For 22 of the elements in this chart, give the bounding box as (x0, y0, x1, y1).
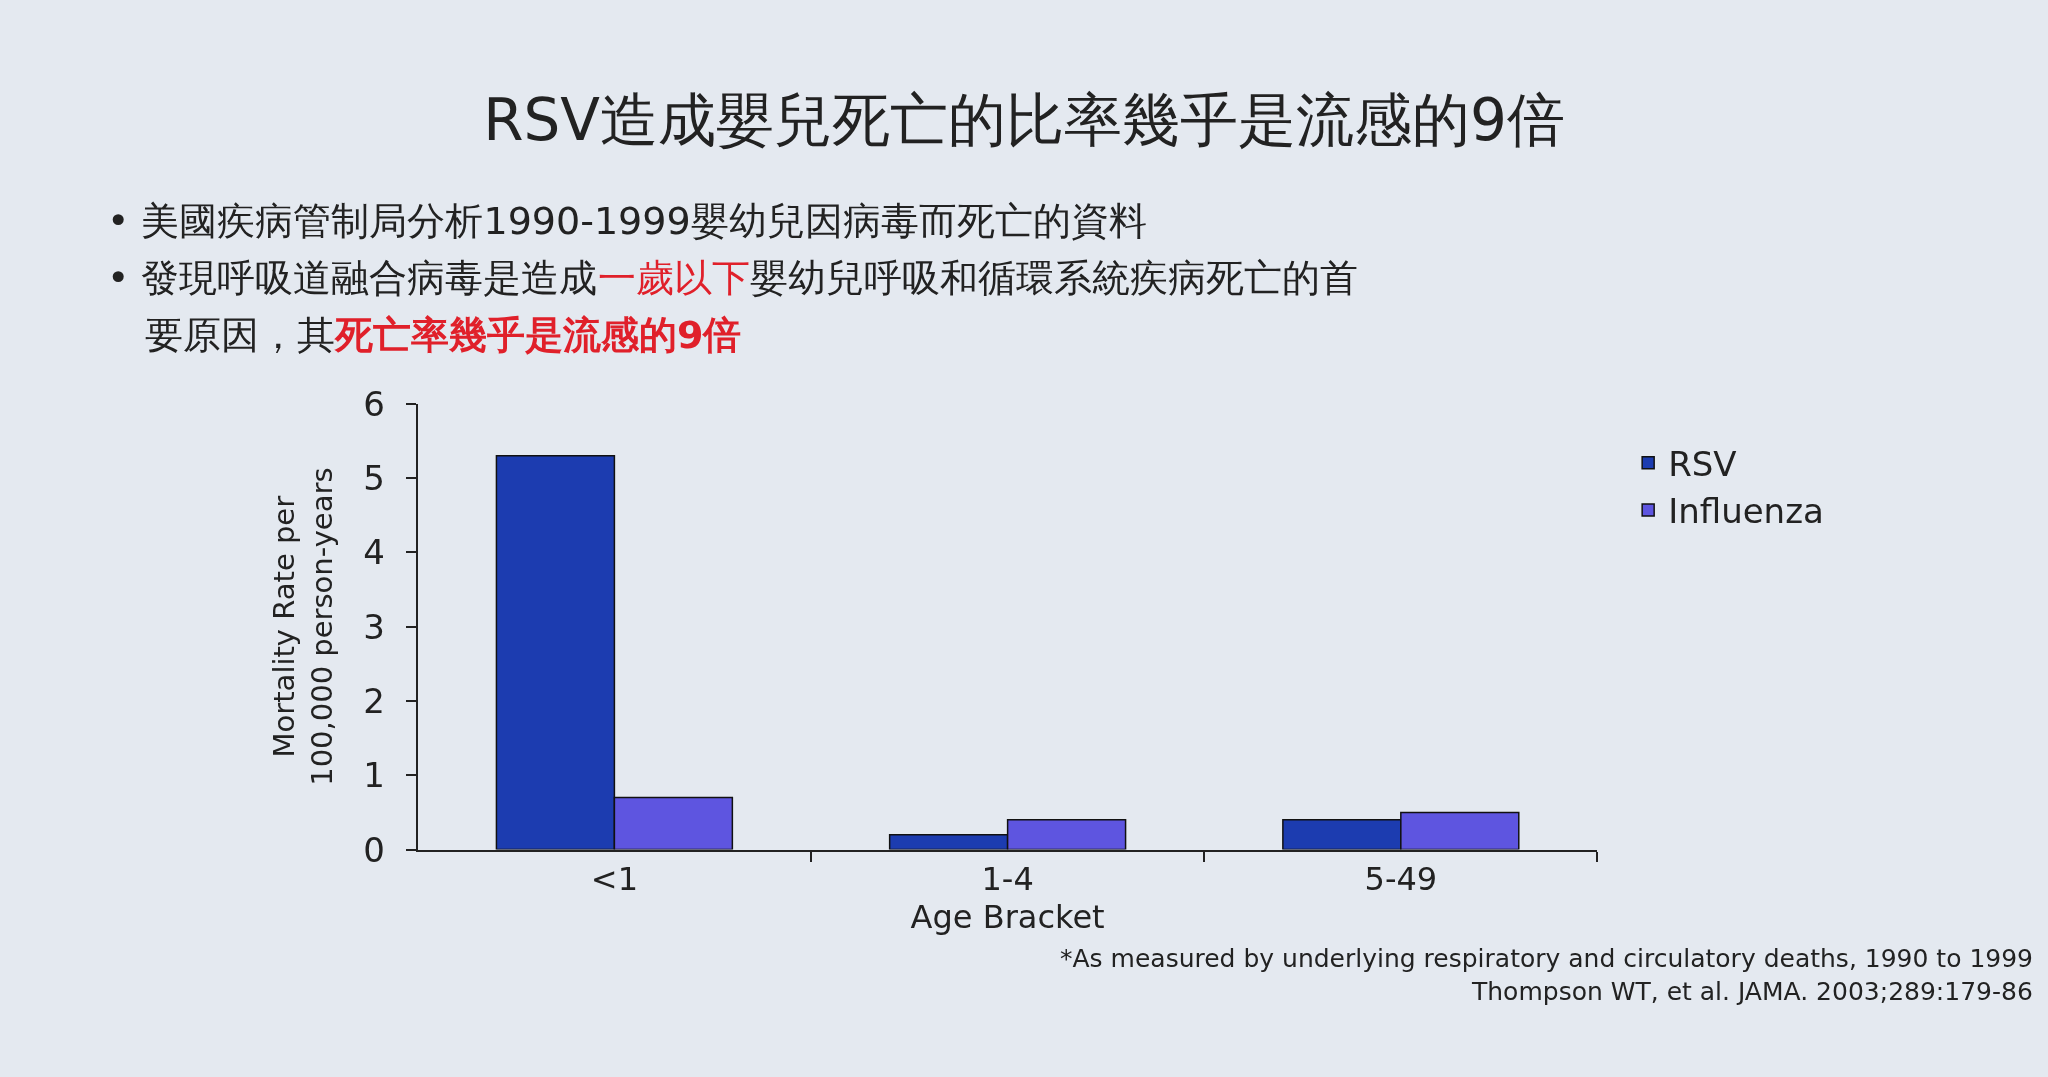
y-tick-label: 0 (363, 829, 385, 870)
y-tick-label: 6 (363, 383, 385, 424)
y-axis-title: Mortality Rate per 100,000 person-years (267, 467, 340, 786)
y-tick-label: 5 (363, 457, 385, 498)
x-tick-label: <1 (590, 860, 638, 898)
text: 一歲以下 (597, 256, 750, 300)
text: • 發現呼吸道融合病毒是造成 (107, 256, 598, 300)
legend-label: RSV (1668, 444, 1737, 485)
y-tick-label: 3 (363, 606, 385, 647)
chart-subtitle: • 美國疾病管制局分析1990-1999嬰幼兒因病毒而死亡的資料 (107, 199, 1147, 243)
text: Thompson WT, et al. JAMA. 2003;289:179-86 (1471, 977, 2033, 1006)
y-tick-label: 2 (363, 680, 385, 721)
text: *As measured by underlying respiratory and circulatory deaths, 1990 to 1999 (1060, 944, 2034, 973)
y-tick-label: 4 (363, 532, 385, 573)
legend-label: Influenza (1668, 491, 1824, 532)
x-tick-label: 1-4 (981, 860, 1034, 898)
chart-title: RSV造成嬰兒死亡的比率幾乎是流感的9倍 (483, 86, 1565, 155)
text: 嬰幼兒呼吸和循環系統疾病死亡的首 (749, 256, 1358, 300)
x-tick-label: 5-49 (1364, 860, 1438, 898)
x-axis-title: Age Bracket (910, 898, 1105, 936)
text: 死亡率幾乎是流感的9倍 (334, 313, 742, 357)
y-tick-label: 1 (363, 755, 385, 796)
